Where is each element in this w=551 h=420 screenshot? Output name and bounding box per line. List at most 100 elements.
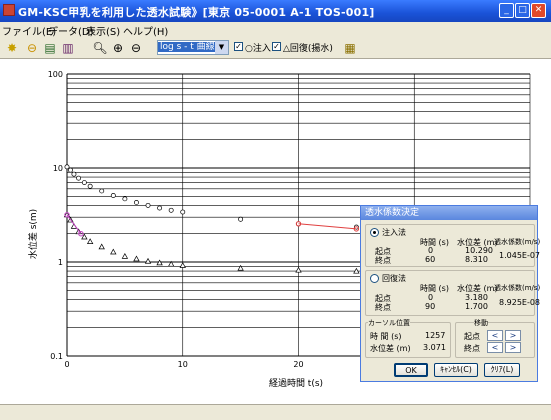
data-point-circle	[99, 188, 105, 194]
recovery-radio[interactable]	[370, 274, 379, 283]
fit-point	[353, 226, 360, 232]
cursor-time-value: 1257	[425, 331, 446, 340]
injection-radio[interactable]	[370, 228, 379, 237]
close-button[interactable]: ✕	[531, 3, 546, 18]
ok-button[interactable]: OK	[394, 363, 428, 377]
x-axis-label: 経過時間 t(s)	[269, 377, 323, 389]
image-icon[interactable]: ▥	[62, 41, 74, 55]
move-group	[455, 322, 535, 358]
cursor-time-label: 時 間 (s)	[370, 332, 402, 341]
move-end-right-button[interactable]: >	[505, 342, 521, 353]
recovery-start-label: 起点	[375, 294, 391, 303]
data-point-triangle	[295, 266, 302, 273]
zoom-out-icon[interactable]: ⊖	[130, 41, 142, 55]
zoom-in-icon[interactable]: ⊕	[112, 41, 124, 55]
data-point-circle	[145, 202, 151, 208]
data-point-triangle	[110, 248, 117, 255]
fit-line	[298, 223, 357, 230]
data-point-triangle	[81, 233, 88, 240]
cancel-button[interactable]: ｷｬﾝｾﾙ(C)	[434, 363, 478, 377]
minimize-button[interactable]: _	[499, 3, 514, 18]
plot-type-value: log s - t 曲線	[158, 42, 215, 52]
data-point-triangle	[121, 252, 129, 259]
move-group-label: 移動	[474, 318, 488, 328]
data-point-triangle	[144, 257, 152, 264]
data-point-triangle	[353, 267, 360, 274]
window-title: GM-KSC甲乳を利用した透水試験》[東京 05-0001 A-1 TOS-00…	[18, 6, 375, 19]
data-point-circle	[122, 196, 128, 202]
injection-start-label: 起点	[375, 247, 391, 256]
cursor-head-label: 水位差 (m)	[370, 344, 411, 353]
plot-type-select[interactable]: log s - t 曲線 ▼	[157, 40, 229, 55]
x-tick-label: 10	[178, 360, 188, 369]
injection-label: 注入法	[382, 228, 406, 237]
magnify-icon[interactable]: 🔍︎	[92, 41, 108, 55]
data-point-triangle	[237, 264, 244, 271]
move-end-left-button[interactable]: <	[487, 342, 503, 353]
open-folder-icon[interactable]: ⊖	[26, 41, 38, 55]
recovery-start-head: 3.180	[465, 293, 488, 302]
title-bar: GM-KSC甲乳を利用した透水試験》[東京 05-0001 A-1 TOS-00…	[0, 0, 551, 22]
clear-button[interactable]: ｸﾘｱ(L)	[484, 363, 520, 377]
recovery-end-head: 1.700	[465, 302, 488, 311]
data-point-circle	[68, 167, 73, 173]
recovery-end-label: 終点	[375, 303, 391, 312]
data-point-circle	[81, 180, 87, 186]
y-tick-label: 10	[53, 164, 63, 173]
app-icon	[3, 4, 15, 16]
toolbar: ✸ ⊖ ▤ ▥ 🔍︎ ⊕ ⊖ log s - t 曲線 ▼ ✓ ○注入 ✓ △回…	[0, 37, 551, 59]
injection-start-time: 0	[428, 246, 434, 255]
x-tick-label: 20	[293, 360, 303, 369]
injection-start-head: 10.290	[465, 246, 493, 255]
fit-point	[78, 231, 84, 237]
move-start-right-button[interactable]: >	[505, 330, 521, 341]
data-point-triangle	[179, 262, 186, 268]
data-point-circle	[64, 164, 70, 170]
data-point-circle	[238, 216, 244, 222]
data-point-circle	[157, 205, 163, 211]
recovery-start-time: 0	[428, 293, 434, 302]
cursor-group-label: カーソル位置	[368, 318, 410, 328]
chart-icon[interactable]: ▤	[44, 41, 56, 55]
recovery-end-time: 90	[425, 302, 436, 311]
injection-checkbox-label: ○注入	[245, 44, 271, 54]
y-tick-label: 0.1	[50, 352, 63, 361]
injection-col-head: 水位差 (m)	[457, 238, 498, 247]
menu-file[interactable]: ファイル(E)	[2, 27, 57, 38]
fit-point	[295, 221, 302, 227]
menu-help[interactable]: ヘルプ(H)	[123, 27, 169, 38]
chevron-down-icon[interactable]: ▼	[215, 41, 228, 54]
injection-end-time: 60	[425, 255, 436, 264]
fit-point	[64, 212, 70, 218]
data-point-triangle	[167, 260, 175, 267]
move-start-left-button[interactable]: <	[487, 330, 503, 341]
recovery-label: 回復法	[382, 274, 406, 283]
recovery-checkbox[interactable]: ✓	[272, 42, 281, 51]
fit-line	[66, 214, 82, 234]
y-tick-label: 100	[48, 70, 63, 79]
maximize-button[interactable]: □	[515, 3, 530, 18]
menu-data[interactable]: データ(D)	[48, 27, 94, 38]
injection-col-time: 時間 (s)	[420, 238, 449, 247]
move-end-label: 終点	[464, 344, 480, 353]
dialog-title: 透水係数決定	[361, 206, 537, 220]
data-point-triangle	[156, 259, 163, 266]
recovery-col-time: 時間 (s)	[420, 284, 449, 293]
recovery-k-value: 8.925E-08	[499, 298, 541, 307]
x-tick-label: 0	[64, 360, 69, 369]
data-point-circle	[110, 193, 116, 198]
data-point-circle	[71, 171, 77, 177]
injection-checkbox[interactable]: ✓	[234, 42, 243, 51]
menu-view[interactable]: 表示(S)	[86, 27, 121, 38]
data-point-triangle	[133, 255, 140, 262]
table-icon[interactable]: ▦	[344, 41, 356, 55]
chart-marks	[63, 164, 418, 275]
data-point-circle	[180, 209, 186, 215]
run-icon[interactable]: ✸	[6, 41, 18, 55]
recovery-col-head: 水位差 (m)	[457, 284, 498, 293]
permeability-dialog: 透水係数決定 注入法 時間 (s) 水位差 (m) 透水係数(m/s) 起点 0…	[360, 205, 541, 382]
y-tick-label: 1	[58, 258, 63, 267]
menu-bar: ファイル(E) データ(D) 表示(S) ヘルプ(H)	[0, 22, 551, 38]
move-start-label: 起点	[464, 332, 480, 341]
injection-k-value: 1.045E-07	[499, 251, 541, 260]
